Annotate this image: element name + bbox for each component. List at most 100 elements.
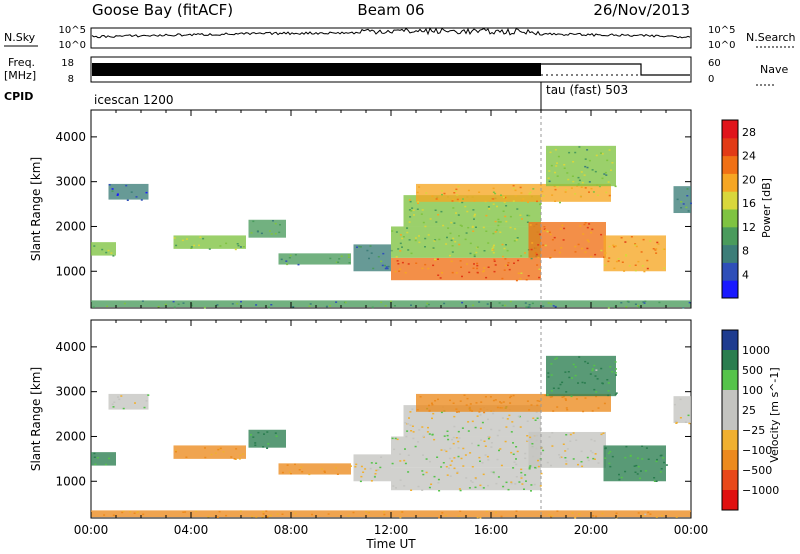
echo-speckle: [445, 466, 448, 468]
echo-speckle: [437, 398, 439, 401]
echo-speckle: [202, 237, 205, 240]
echo-speckle: [422, 473, 425, 476]
echo-speckle: [479, 408, 482, 410]
echo-speckle: [586, 247, 589, 250]
echo-speckle: [538, 400, 541, 402]
echo-speckle: [595, 395, 598, 398]
echo-speckle: [476, 262, 479, 265]
cpid-panel: CPID icescan 1200 tau (fast) 503: [4, 82, 628, 110]
echo-speckle: [465, 404, 468, 406]
echo-speckle: [593, 364, 596, 367]
echo-speckle: [373, 476, 376, 478]
echo-speckle: [274, 232, 277, 235]
echo-speckle: [605, 191, 608, 194]
echo-speckle: [452, 402, 455, 404]
echo-speckle: [534, 466, 537, 469]
echo-speckle: [519, 214, 522, 216]
echo-speckle: [515, 476, 518, 478]
velocity-colorbar-tick-label: −100: [742, 444, 772, 457]
echo-speckle: [455, 408, 458, 410]
echo-speckle: [594, 170, 597, 173]
echo-speckle: [419, 396, 422, 398]
echo-speckle: [571, 377, 573, 379]
echo-speckle: [449, 232, 452, 235]
echo-speckle: [432, 412, 435, 415]
velocity-colorbar-label: Velocity [m s^-1]: [768, 367, 781, 462]
echo-speckle: [190, 247, 193, 249]
echo-speckle: [472, 209, 475, 211]
power-colorbar-label: Power [dB]: [760, 178, 773, 238]
echo-speckle: [540, 472, 543, 475]
echo-speckle: [457, 214, 460, 216]
echo-speckle: [459, 224, 462, 227]
power-colorbar-tick-label: 12: [742, 221, 756, 234]
echo-speckle: [493, 270, 496, 273]
echo-speckle: [659, 454, 662, 457]
echo-speckle: [546, 461, 549, 464]
echo-speckle: [406, 430, 409, 432]
echo-speckle: [449, 254, 451, 257]
noise-left-label: N.Sky: [4, 31, 36, 44]
noise-sky-trace: [91, 27, 691, 39]
echo-speckle: [595, 369, 598, 371]
echo-speckle: [394, 305, 396, 307]
echo-speckle: [574, 151, 577, 154]
echo-speckle: [456, 411, 458, 413]
echo-speckle: [298, 469, 301, 471]
echo-speckle: [434, 209, 437, 211]
station-title: Goose Bay (fitACF): [92, 1, 233, 19]
echo-speckle: [512, 467, 515, 469]
echo-speckle: [424, 237, 427, 240]
echo-speckle: [499, 231, 502, 233]
power-colorbar-swatch: [722, 244, 738, 263]
echo-speckle: [637, 465, 640, 468]
echo-speckle: [459, 400, 462, 402]
echo-speckle: [549, 396, 552, 398]
echo-speckle: [440, 411, 443, 414]
echo-speckle: [513, 262, 515, 264]
echo-speckle: [577, 382, 579, 384]
echo-speckle: [386, 267, 389, 270]
echo-speckle: [418, 186, 421, 188]
echo-speckle: [509, 226, 512, 229]
echo-speckle: [412, 431, 415, 433]
echo-speckle: [407, 454, 410, 456]
echo-speckle: [472, 304, 475, 307]
echo-speckle: [636, 473, 639, 475]
echo-region: [673, 396, 691, 424]
echo-speckle: [401, 511, 404, 513]
echo-speckle: [421, 489, 424, 491]
freq-left-tick-bottom: 8: [68, 74, 74, 85]
echo-speckle: [500, 464, 503, 467]
echo-speckle: [370, 480, 373, 482]
echo-speckle: [272, 220, 274, 222]
echo-speckle: [254, 444, 257, 446]
echo-speckle: [486, 303, 489, 305]
echo-speckle: [513, 461, 516, 463]
echo-speckle: [262, 513, 265, 515]
echo-speckle: [473, 200, 476, 202]
echo-speckle: [565, 434, 568, 436]
echo-speckle: [475, 402, 478, 404]
echo-speckle: [462, 465, 465, 467]
echo-speckle: [581, 181, 584, 184]
echo-speckle: [344, 301, 347, 304]
echo-speckle: [556, 162, 558, 164]
echo-speckle: [368, 257, 370, 260]
echo-speckle: [502, 196, 505, 199]
echo-speckle: [334, 467, 337, 469]
echo-speckle: [190, 304, 193, 307]
echo-speckle: [434, 239, 437, 241]
echo-speckle: [452, 442, 455, 445]
echo-region: [528, 221, 606, 258]
noise-panel-frame: [90, 27, 692, 49]
echo-speckle: [446, 474, 449, 476]
echo-speckle: [449, 447, 452, 450]
echo-speckle: [483, 267, 486, 269]
echo-speckle: [482, 226, 485, 229]
echo-speckle: [656, 458, 658, 461]
echo-speckle: [471, 225, 474, 228]
echo-speckle: [472, 230, 475, 232]
echo-speckle: [235, 448, 238, 450]
echo-speckle: [320, 468, 323, 470]
